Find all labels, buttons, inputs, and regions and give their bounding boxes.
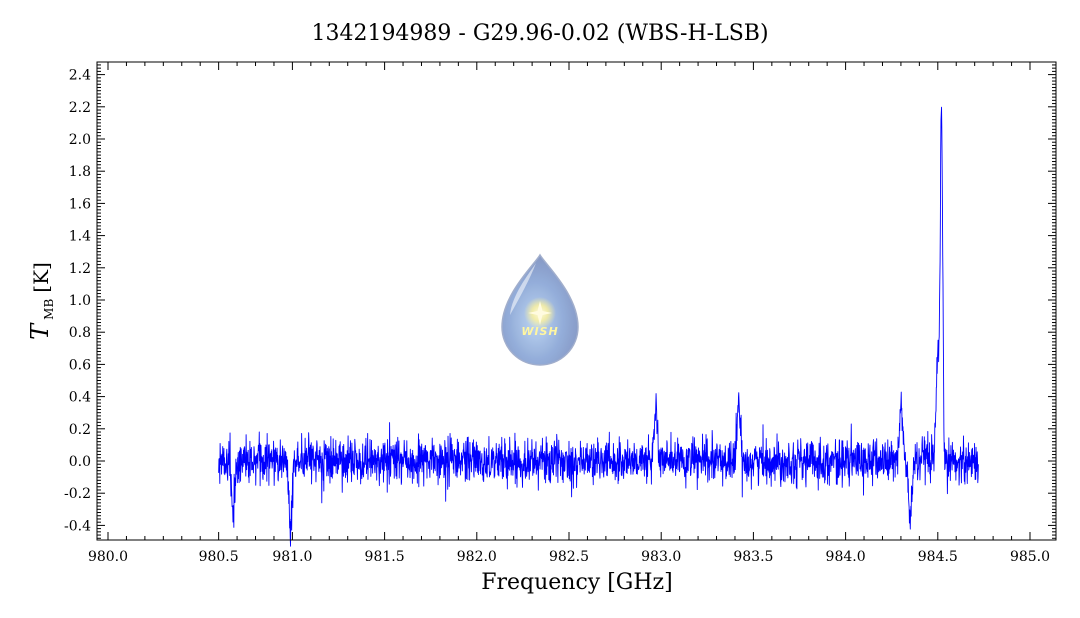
x-tick-label: 984.5 (918, 549, 958, 565)
x-tick-label: 983.0 (641, 549, 681, 565)
x-tick-label: 985.0 (1010, 549, 1050, 565)
x-tick-label: 982.0 (457, 549, 497, 565)
spectrum-series-line (218, 106, 979, 547)
x-tick-label: 981.5 (365, 549, 405, 565)
y-axis-subscript: MB (42, 299, 56, 320)
ticks-layer (97, 62, 1056, 540)
y-axis-unit: [K] (29, 262, 53, 293)
x-tick-labels: 980.0 981.0 981.5 982.0 982.5 983.0 983.5 984.0… (88, 549, 1050, 565)
svg-text:TMB[K]: T MB [K] (26, 262, 56, 340)
x-axis-label: Frequency [GHz] (481, 570, 673, 595)
y-axis-label: T MB [K] (26, 262, 56, 340)
logo-text: WISH (521, 325, 558, 338)
y-tick-label: 1.6 (69, 196, 91, 212)
y-tick-label: 1.2 (69, 261, 91, 277)
series-layer (218, 106, 979, 547)
y-tick-label: -0.2 (64, 486, 91, 502)
y-axis-symbol: T (26, 322, 54, 340)
x-tick-label: 981.0 (272, 549, 312, 565)
y-tick-label: 0.4 (69, 390, 91, 406)
y-tick-label: 1.8 (69, 164, 91, 180)
x-tick-label: 982.5 (549, 549, 589, 565)
y-tick-label: 2.0 (69, 132, 91, 148)
x-tick-label: 980.5 (199, 549, 239, 565)
chart-title: 1342194989 - G29.96-0.02 (WBS-H-LSB) (311, 21, 768, 46)
y-tick-label: 1.4 (69, 229, 91, 245)
y-tick-label: 1.0 (69, 293, 91, 309)
y-tick-labels: -0.4 -0.2 0.0 0.2 0.4 0.6 0.8 1.0 1.2 1.4 1.6 1.8 2.… (64, 68, 91, 535)
x-tick-label: 984.0 (826, 549, 866, 565)
wish-logo: WISH (501, 253, 579, 366)
y-tick-label: 0.8 (69, 325, 91, 341)
y-tick-label: 0.2 (69, 422, 91, 438)
y-tick-label: -0.4 (64, 518, 91, 534)
x-tick-label: 980.0 (88, 549, 128, 565)
plot-frame (96, 61, 1057, 541)
x-tick-label: 983.5 (733, 549, 773, 565)
y-tick-label: 2.4 (69, 68, 91, 84)
y-tick-label: 0.6 (69, 357, 91, 373)
y-tick-label: 0.0 (69, 454, 91, 470)
y-tick-label: 2.2 (69, 100, 91, 116)
